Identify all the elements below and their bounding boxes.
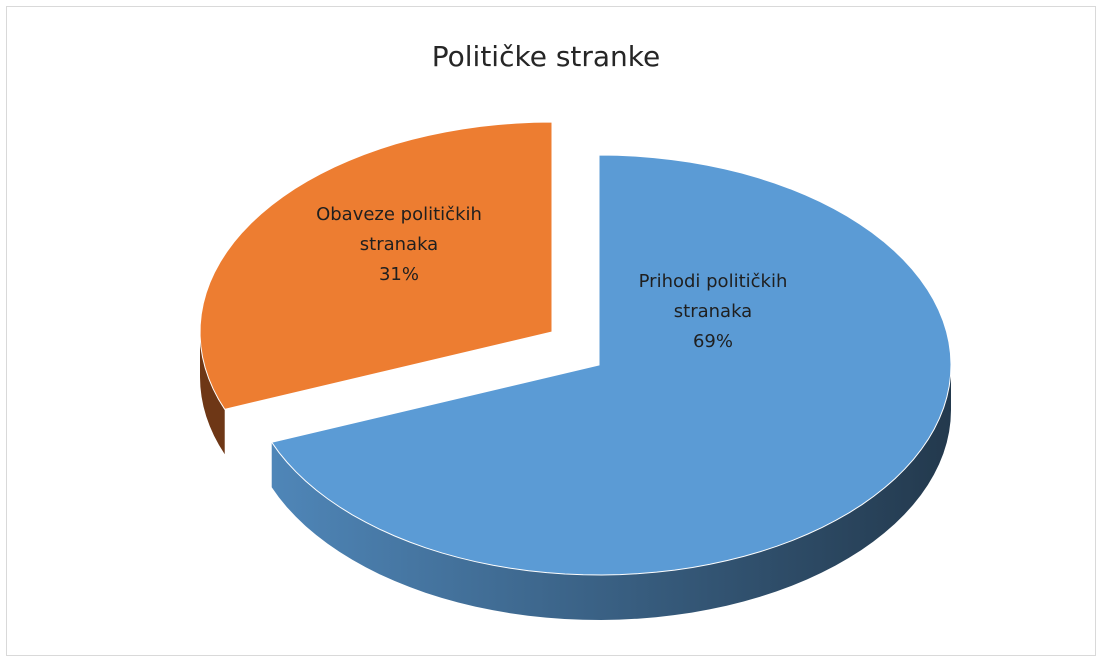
chart-title: Političke stranke: [432, 40, 661, 73]
slice-category-label: Obaveze političkih: [316, 204, 482, 225]
slice-outer-wall: [271, 365, 952, 620]
slice-category-label: Prihodi političkih: [639, 271, 788, 292]
slice-category-label: stranaka: [674, 301, 752, 322]
slice-obaveze: [199, 121, 553, 455]
chart-frame: Političke stranke Obaveze političkih stra…: [6, 6, 1096, 656]
labels-layer: Obaveze političkih stranaka 31% Prihodi pol…: [316, 204, 787, 352]
slice-label-prihodi: Prihodi političkih stranaka 69%: [639, 271, 788, 352]
pie-chart: Političke stranke Obaveze političkih stra…: [199, 40, 952, 620]
slice-top: [199, 121, 553, 410]
slice-top: [270, 154, 952, 576]
slice-category-label: stranaka: [360, 234, 438, 255]
slice-label-obaveze: Obaveze političkih stranaka 31%: [316, 204, 482, 285]
slice-outer-wall: [200, 332, 225, 455]
slice-prihodi: [270, 154, 952, 620]
slice-value-label: 31%: [379, 264, 419, 285]
slices-layer: [199, 121, 952, 620]
slice-value-label: 69%: [693, 331, 733, 352]
